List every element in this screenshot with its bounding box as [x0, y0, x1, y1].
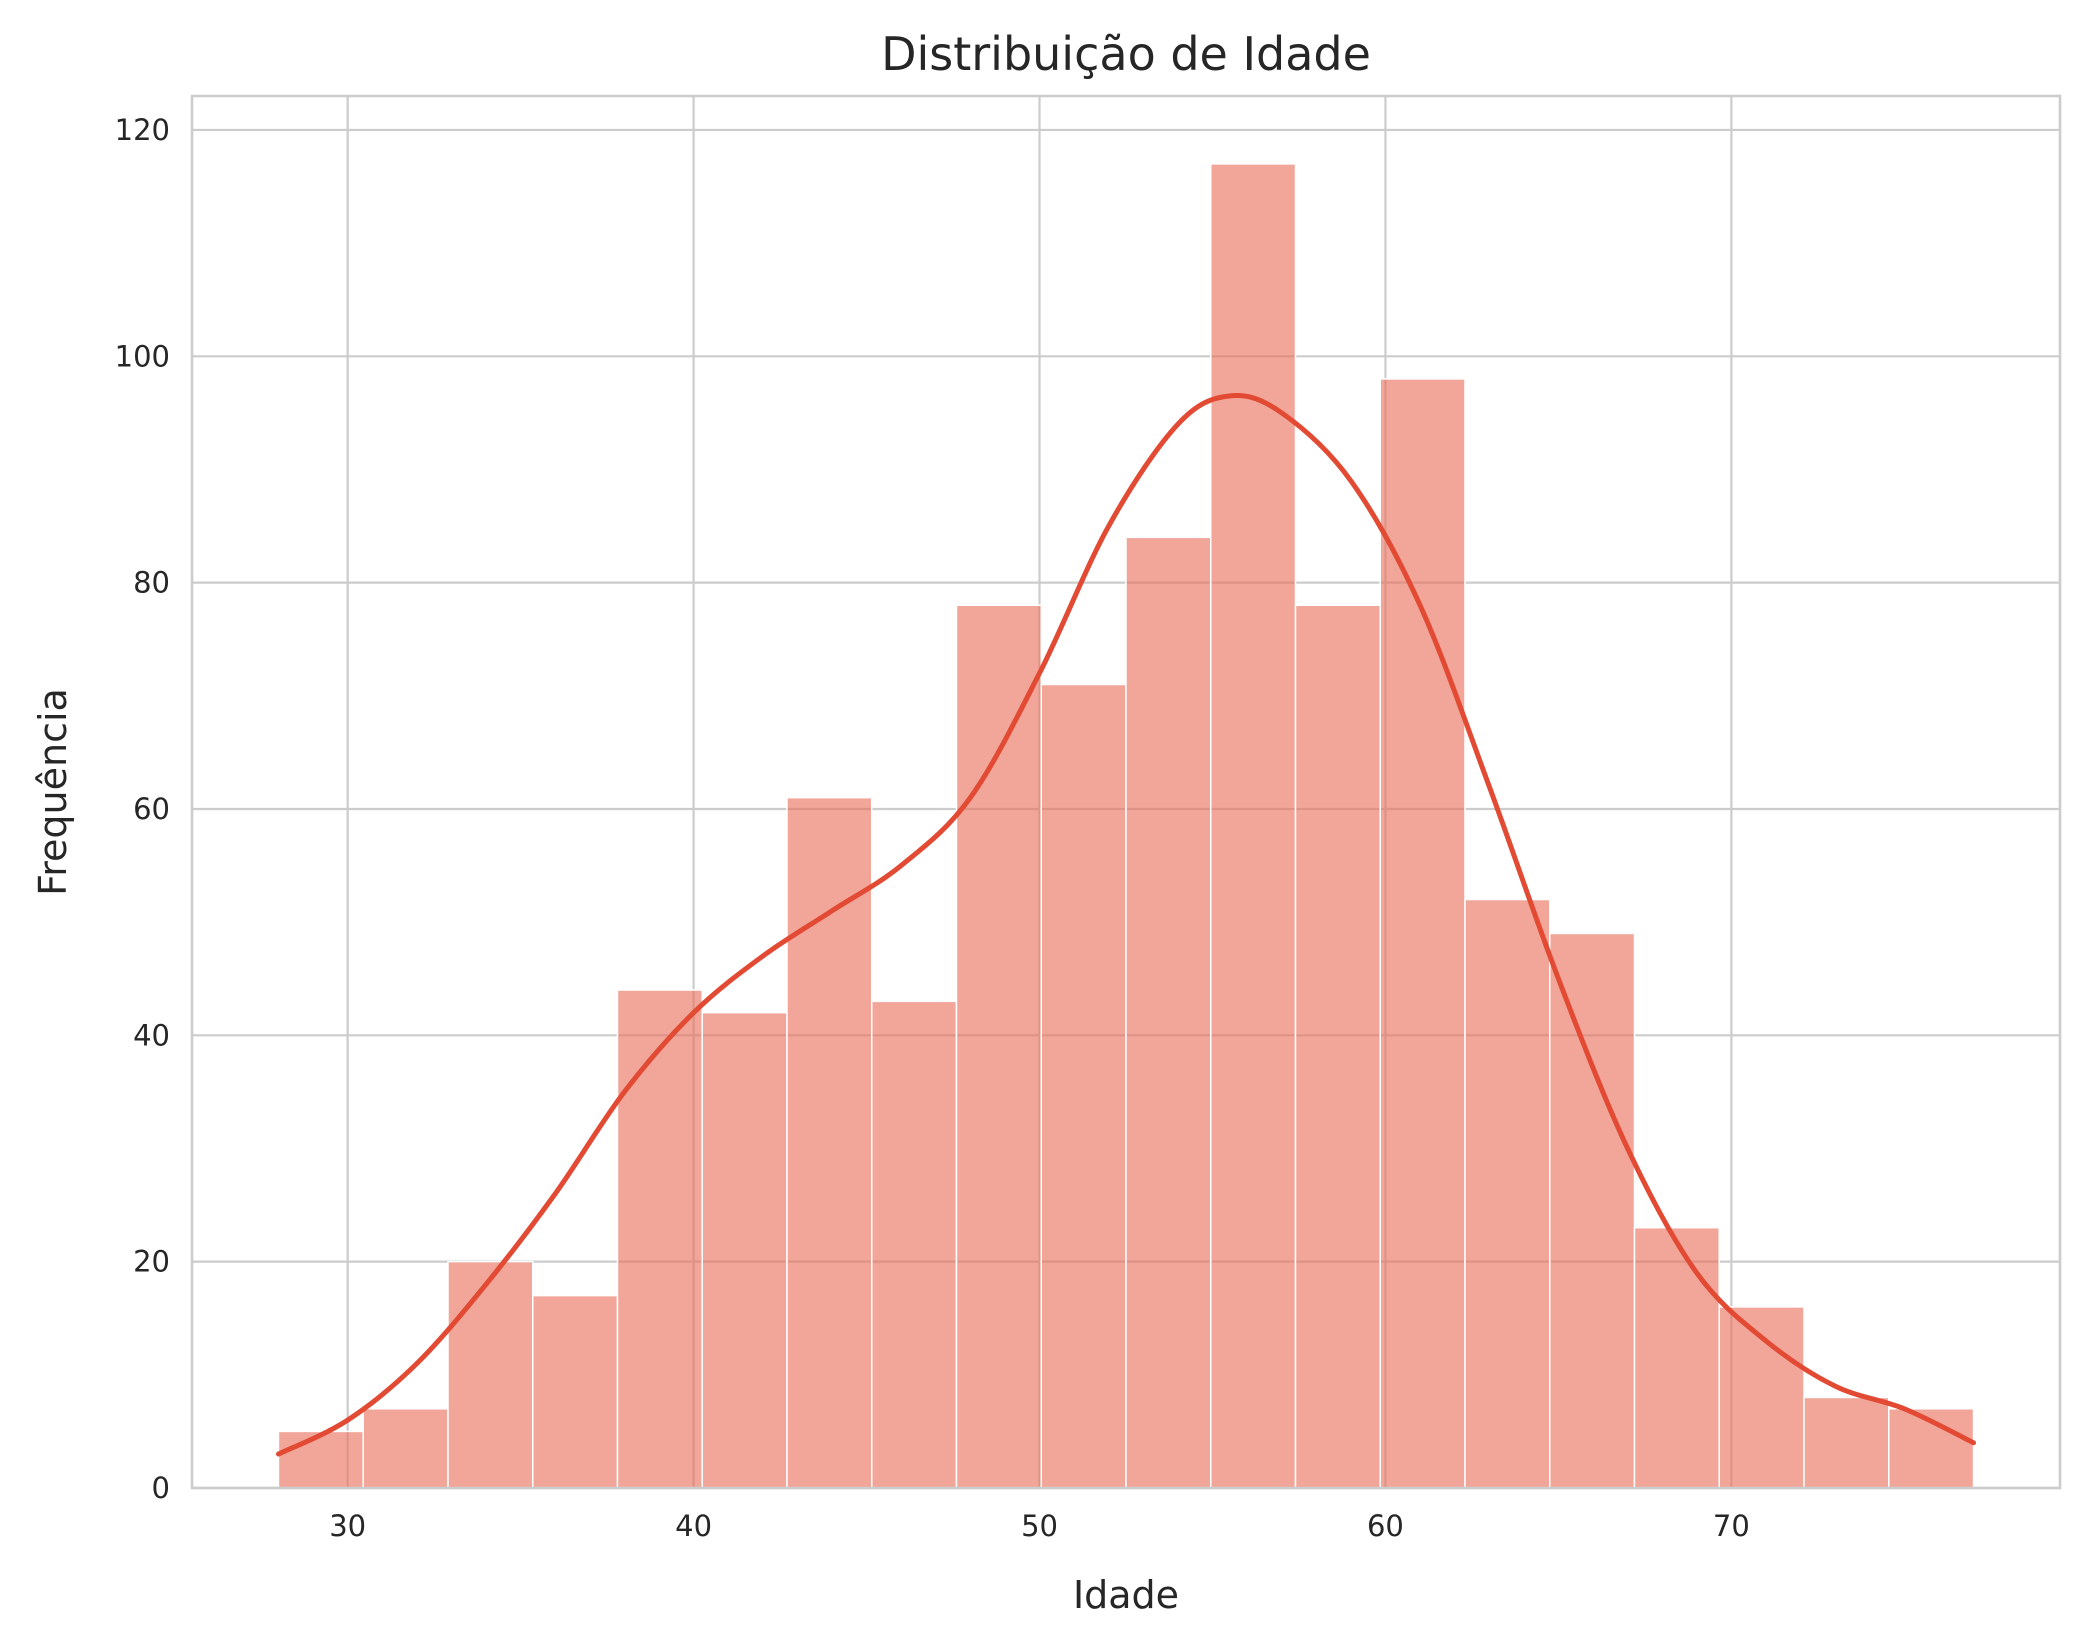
tick-labels: 30 40 50 60 70 0 20 40 60 80 100 120 — [115, 113, 1750, 1543]
chart-title: Distribuição de Idade — [881, 27, 1371, 81]
kde-curve-layer — [275, 393, 1977, 1457]
histogram-bar — [1718, 1306, 1805, 1489]
plot-frame — [190, 94, 2062, 1490]
y-tick-label: 60 — [133, 792, 170, 826]
histogram-bar — [447, 1260, 534, 1489]
histogram-bar — [786, 796, 873, 1489]
histogram-bar — [870, 1000, 958, 1489]
x-tick-label: 50 — [1021, 1509, 1058, 1543]
histogram-bar — [531, 1294, 619, 1489]
x-axis-title: Idade — [1073, 1573, 1179, 1617]
x-tick-label: 70 — [1713, 1509, 1750, 1543]
y-tick-label: 100 — [115, 339, 170, 373]
histogram-bar — [616, 989, 703, 1489]
y-axis-title: Frequência — [31, 688, 75, 896]
histogram-bar — [1040, 683, 1127, 1489]
kde-curve — [275, 393, 1977, 1457]
histogram-bar — [1633, 1226, 1721, 1489]
histogram-bar — [362, 1408, 449, 1489]
histogram-bar — [1549, 932, 1636, 1489]
y-tick-label: 80 — [133, 566, 170, 600]
x-tick-label: 30 — [329, 1509, 366, 1543]
x-tick-label: 40 — [675, 1509, 712, 1543]
histogram-bar — [1294, 604, 1382, 1489]
histogram-bar — [955, 604, 1042, 1489]
histogram-bar — [1379, 378, 1466, 1489]
y-tick-label: 20 — [133, 1245, 170, 1279]
histogram-bar — [1210, 163, 1297, 1489]
histogram-bar — [701, 1011, 788, 1489]
histogram-bar — [1803, 1396, 1890, 1489]
y-tick-label: 40 — [133, 1018, 170, 1052]
x-tick-label: 60 — [1367, 1509, 1404, 1543]
histogram-bar — [277, 1430, 364, 1489]
histogram-bar — [1125, 536, 1212, 1489]
y-tick-label: 120 — [115, 113, 170, 147]
histogram-bar — [1464, 898, 1551, 1489]
y-tick-label: 0 — [152, 1471, 170, 1505]
histogram-bars — [277, 163, 1975, 1489]
